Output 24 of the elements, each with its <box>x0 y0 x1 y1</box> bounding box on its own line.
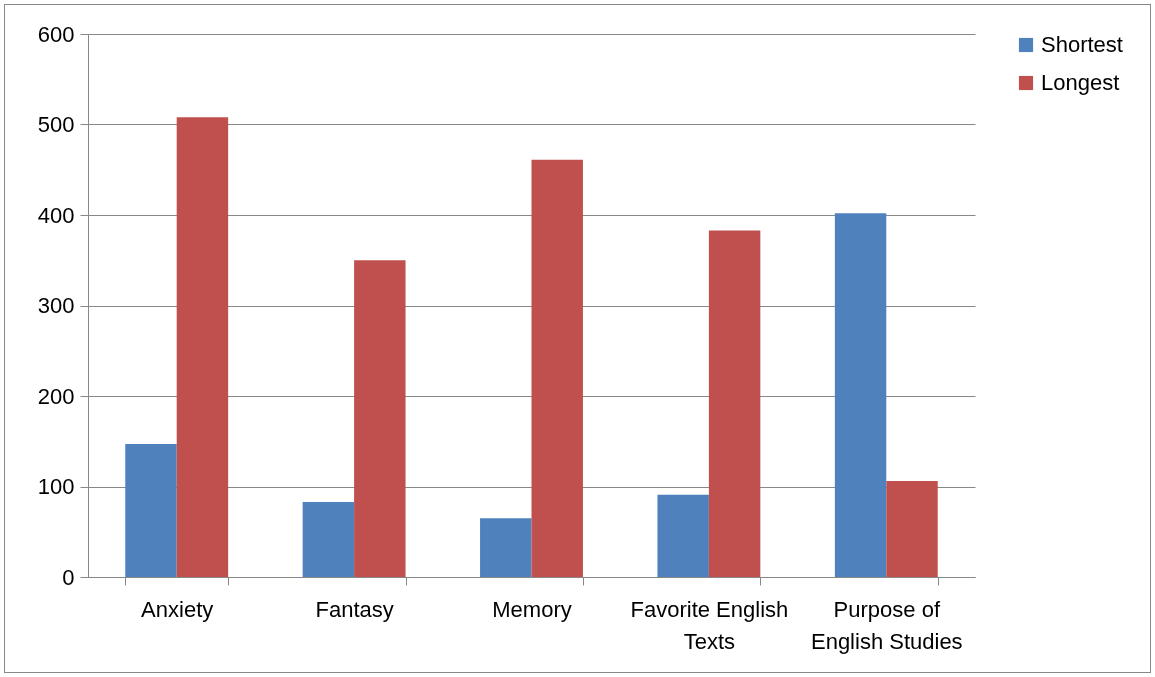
bar <box>125 443 177 577</box>
x-tick-label: Purpose of English Studies <box>810 596 963 654</box>
bar <box>176 117 229 577</box>
y-tick-label: 0 <box>62 564 75 590</box>
bar <box>302 501 355 577</box>
x-tick-label: Anxiety <box>141 596 214 622</box>
legend-label: Shortest <box>1041 32 1123 57</box>
legend-label: Longest <box>1041 70 1120 95</box>
bar <box>886 481 938 577</box>
y-tick-label: 600 <box>37 21 75 47</box>
y-tick-label: 400 <box>37 202 75 228</box>
bar <box>531 159 583 577</box>
y-tick-label: 100 <box>37 474 75 499</box>
bar <box>480 518 532 577</box>
x-tick-label: Favorite English Texts <box>630 596 789 654</box>
y-tick-label: 300 <box>37 293 75 318</box>
y-tick-label: 200 <box>37 383 75 409</box>
y-tick-label: 500 <box>37 112 75 137</box>
x-tick-label: Fantasy <box>315 596 394 622</box>
bar <box>354 260 406 577</box>
x-tick-label: Memory <box>492 596 572 622</box>
bar <box>708 230 761 577</box>
bar <box>834 213 887 577</box>
bar <box>657 494 709 577</box>
